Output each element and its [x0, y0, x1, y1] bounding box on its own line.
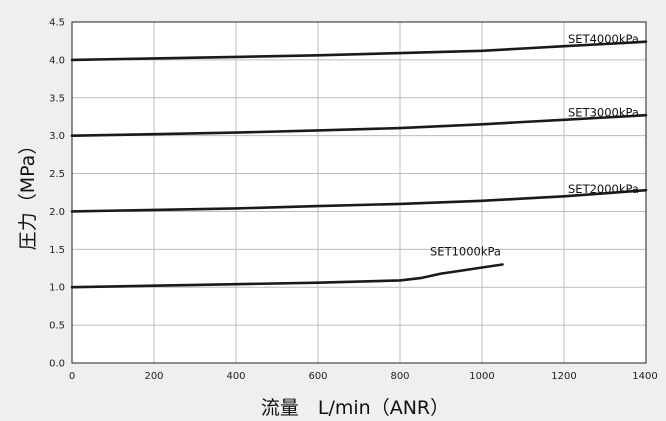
- series-label-set2000kpa: SET2000kPa: [568, 182, 639, 196]
- y-tick-label: 1.0: [49, 283, 65, 294]
- y-tick-label: 1.5: [49, 245, 65, 256]
- y-tick-label: 0.5: [49, 321, 65, 332]
- x-tick-label: 400: [226, 371, 245, 382]
- x-tick-label: 1400: [632, 371, 657, 382]
- plot-area: [72, 22, 646, 363]
- series-line-set3000kpa: [70, 113, 648, 137]
- series-label-set1000kpa: SET1000kPa: [430, 244, 501, 258]
- plot-frame: [71, 21, 647, 364]
- x-tick-label: 1200: [551, 371, 576, 382]
- y-tick-label: 3.0: [49, 131, 65, 142]
- x-tick-label: 600: [308, 371, 327, 382]
- y-tick-label: 3.5: [49, 93, 65, 104]
- y-tick-labels: 0.0 0.5 1.0 1.5 2.0 2.5 3.0 3.5 4.0 4.5: [49, 18, 65, 370]
- x-tick-label: 800: [390, 371, 409, 382]
- y-tick-label: 2.5: [49, 169, 65, 180]
- series-line-set2000kpa: [70, 188, 648, 213]
- y-tick-label: 0.0: [49, 359, 65, 370]
- x-axis-title: 流量 L/min（ANR）: [261, 397, 449, 419]
- grid-lines: [72, 22, 646, 363]
- x-tick-labels: 0 200 400 600 800 1000 1200 1400: [69, 371, 658, 382]
- x-tick-label: 1000: [469, 371, 494, 382]
- x-tick-label: 0: [69, 371, 75, 382]
- series-label-set4000kpa: SET4000kPa: [568, 32, 639, 46]
- series-line-set1000kpa: [70, 263, 504, 289]
- y-tick-label: 2.0: [49, 207, 65, 218]
- series-labels: SET4000kPa SET3000kPa SET2000kPa SET1000kPa: [430, 32, 639, 258]
- y-tick-label: 4.0: [49, 55, 65, 66]
- y-axis-title: 圧力（MPa）: [17, 136, 39, 251]
- series-lines: [70, 40, 648, 289]
- series-line-set4000kpa: [70, 40, 648, 62]
- series-label-set3000kpa: SET3000kPa: [568, 106, 639, 120]
- x-tick-label: 200: [144, 371, 163, 382]
- y-tick-label: 4.5: [49, 18, 65, 29]
